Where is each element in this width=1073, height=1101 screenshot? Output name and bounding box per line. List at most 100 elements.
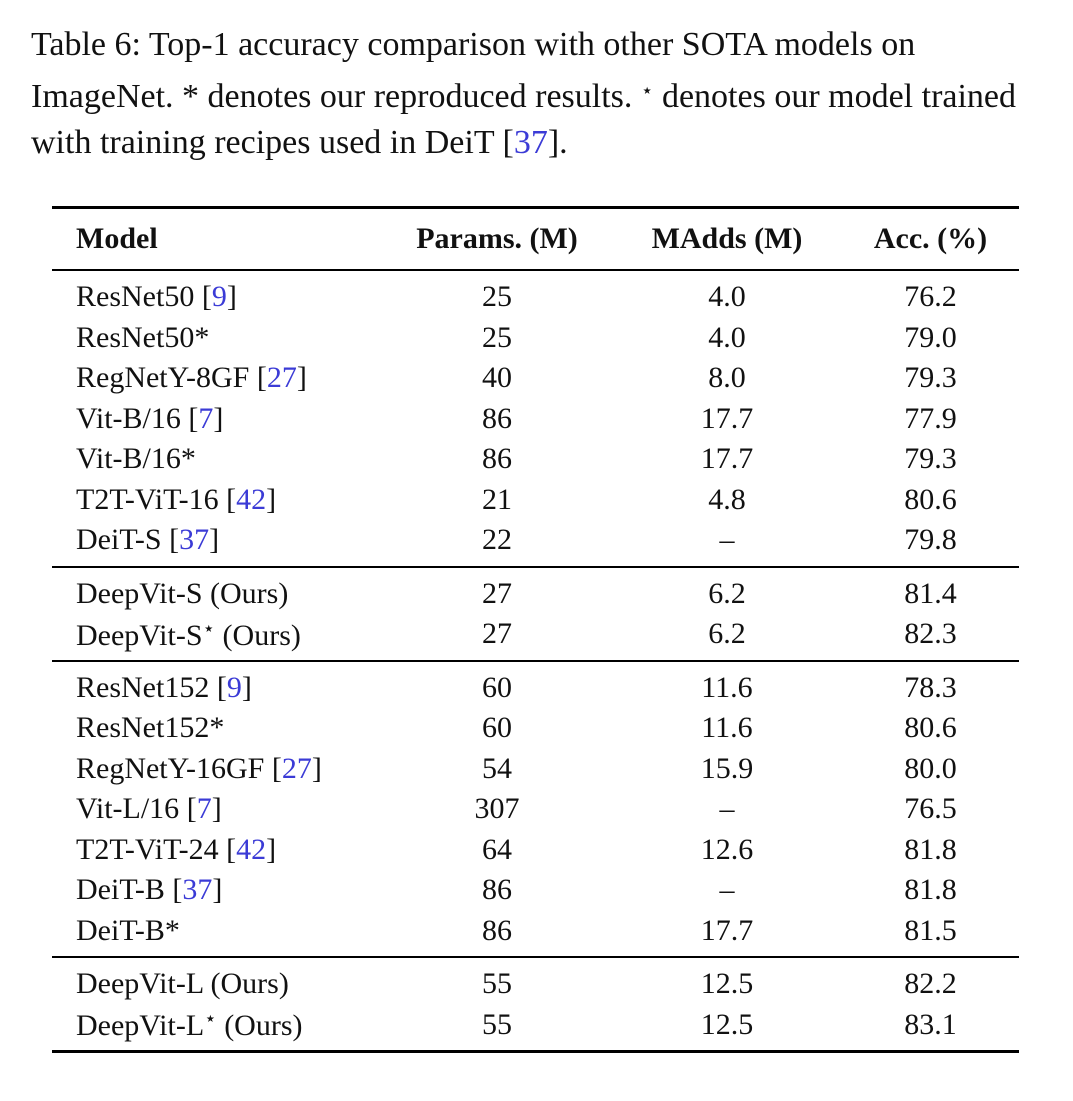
model-suffix: (Ours) [210,576,289,610]
model-name: DeepVit-S [76,576,203,610]
citation-link[interactable]: 42 [236,482,267,516]
citation-link[interactable]: 9 [226,670,242,704]
cell-model: ResNet50 [9] [76,280,237,314]
cell-model: DeiT-B [37] [76,873,223,907]
cell-acc: 81.8 [904,873,957,907]
caption-citation-link[interactable]: 37 [513,124,548,161]
cell-acc: 79.3 [904,442,957,476]
citation-link[interactable]: 9 [211,280,227,314]
cell-params: 307 [474,792,520,826]
model-name: DeepVit-L [76,1009,205,1043]
cell-model: Vit-L/16 [7] [76,792,222,826]
model-name: DeiT-B [76,873,165,907]
table-group: ResNet152 [9] 60 11.6 78.3 ResNet152* 60 11.6 8… [52,662,1019,957]
cell-acc: 81.5 [904,913,957,947]
table-caption: Table 6: Top-1 accuracy comparison with … [31,26,1017,161]
cell-madds: 11.6 [701,670,753,704]
cell-model: DeepVit-L⋆ (Ours) [52,1006,382,1043]
citation-link[interactable]: 37 [179,523,210,557]
group-rule [52,659,1019,662]
cell-model: Vit-B/16 [7] [76,401,224,435]
model-name: ResNet50* [76,320,210,354]
bottom-rule [52,1050,1019,1053]
cell-madds: 17.7 [700,442,754,476]
cell-acc: 76.2 [904,280,957,314]
model-suffix: (Ours) [222,618,301,652]
cell-acc: 79.3 [904,361,957,395]
cell-params: 25 [482,280,512,314]
cell-params: 86 [482,401,512,435]
citation-link[interactable]: 7 [198,401,214,435]
table-row: T2T-ViT-24 [42] 64 12.6 81.8 [52,830,1019,871]
cell-model: DeepVit-L (Ours) [52,967,382,1001]
citation-link[interactable]: 7 [196,792,212,826]
table-row: DeepVit-S (Ours) 27 6.2 81.4 [52,574,1019,615]
model-name: DeepVit-S [76,618,203,652]
caption-label: Table 6: [31,26,141,63]
header-rule [52,269,1019,271]
top-rule [52,206,1019,209]
cell-model: ResNet152 [9] [76,670,252,704]
citation-link[interactable]: 37 [182,873,213,907]
table-row: T2T-ViT-16 [42] 21 4.8 80.6 [52,480,1019,521]
table-row: ResNet50 [9] 25 4.0 76.2 [52,277,1019,318]
table-row: Vit-L/16 [7] 307 – 76.5 [52,789,1019,830]
cell-madds: 4.0 [708,280,746,314]
cell-acc: 81.4 [904,576,957,610]
citation-link[interactable]: 27 [281,751,312,785]
model-name: ResNet152* [76,711,225,745]
table-body: ResNet50 [9] 25 4.0 76.2 ResNet50* 25 4.0 79.0 R… [52,271,1019,1053]
table-group: ResNet50 [9] 25 4.0 76.2 ResNet50* 25 4.0 79.0 R… [52,271,1019,566]
cell-params: 60 [482,670,512,704]
cell-acc: 76.5 [904,792,957,826]
cell-acc: 79.8 [904,523,957,557]
table-header-row: Model Params. (M) MAdds (M) Acc. (%) [52,209,1019,269]
caption-text-2: denotes our model trained with training … [31,78,1017,161]
cell-madds: 17.7 [700,401,754,435]
cell-madds: 15.9 [700,751,754,785]
table-row: ResNet152* 60 11.6 80.6 [52,708,1019,749]
cell-params: 60 [482,711,512,745]
table-row: ResNet50* 25 4.0 79.0 [52,318,1019,359]
results-table: Model Params. (M) MAdds (M) Acc. (%) Res… [52,206,1019,1053]
cell-params: 22 [482,523,512,557]
model-suffix: (Ours) [210,967,289,1001]
cell-model: T2T-ViT-24 [42] [76,832,277,866]
model-name: ResNet50 [76,280,195,314]
cell-acc: 78.3 [904,670,957,704]
cell-madds: 6.2 [708,617,746,651]
citation-link[interactable]: 27 [266,361,297,395]
citation-link[interactable]: 42 [236,832,267,866]
cell-madds: 11.6 [701,711,753,745]
table-row: DeiT-B* 86 17.7 81.5 [52,911,1019,952]
cell-params: 21 [482,482,512,516]
star-symbol: ⋆ [640,80,654,102]
cell-params: 55 [482,967,512,1001]
cell-params: 54 [482,751,512,785]
table-group: DeepVit-L (Ours) 55 12.5 82.2 DeepVit-L⋆ (Ou… [52,958,1019,1050]
model-name: T2T-ViT-24 [76,832,219,866]
header-madds: MAdds (M) [651,222,803,255]
table-row: ResNet152 [9] 60 11.6 78.3 [52,668,1019,709]
cell-model: RegNetY-8GF [27] [76,361,307,395]
cell-params: 40 [482,361,512,395]
cell-params: 64 [482,832,512,866]
cell-model: Vit-B/16* [52,442,382,476]
star-superscript: ⋆ [202,617,216,640]
model-name: RegNetY-16GF [76,751,265,785]
cell-acc: 80.6 [904,482,957,516]
cell-model: ResNet152* [52,711,382,745]
model-name: DeiT-B* [76,913,180,947]
table-row: RegNetY-8GF [27] 40 8.0 79.3 [52,358,1019,399]
cell-model: DeiT-B* [52,914,382,948]
cell-madds: 4.0 [708,320,746,354]
table-row: DeiT-B [37] 86 – 81.8 [52,870,1019,911]
model-suffix: (Ours) [224,1009,303,1043]
cell-acc: 80.6 [904,711,957,745]
cell-model: T2T-ViT-16 [42] [76,482,277,516]
table-row: DeepVit-L (Ours) 55 12.5 82.2 [52,964,1019,1005]
cell-model: DeepVit-S (Ours) [52,577,382,611]
model-name: DeepVit-L [76,967,204,1001]
cell-madds: – [719,523,735,557]
cell-params: 27 [482,617,512,651]
